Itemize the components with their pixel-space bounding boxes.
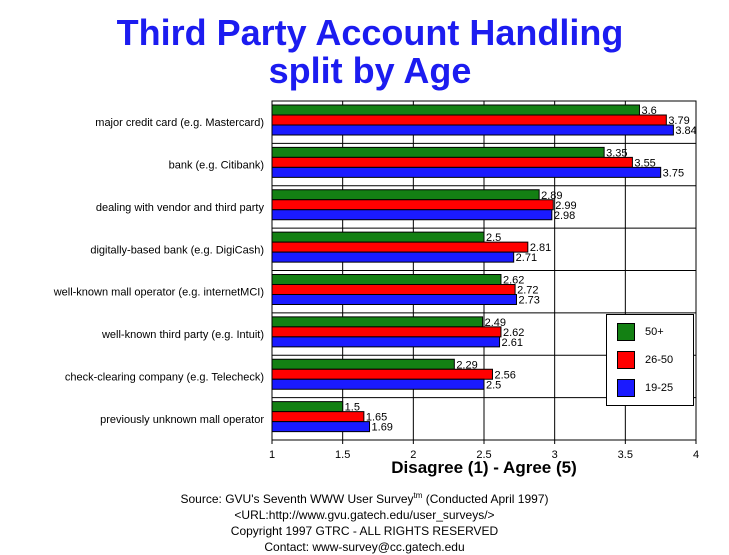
bar [271, 421, 371, 433]
data-label: 2.73 [519, 295, 540, 307]
data-label: 2.81 [530, 242, 551, 254]
data-label: 2.72 [517, 285, 538, 297]
bar [271, 274, 502, 285]
data-label: 2.56 [494, 369, 515, 381]
bar [271, 358, 455, 370]
category-label: well-known third party (e.g. Intuit) [101, 329, 264, 341]
x-tick-label: 3.5 [618, 449, 633, 461]
legend-swatch [617, 323, 635, 341]
x-axis-label: Disagree (1) - Agree (5) [391, 458, 577, 477]
bar [271, 251, 515, 263]
category-label: digitally-based bank (e.g. DigiCash) [90, 244, 264, 256]
x-tick-label: 4 [693, 449, 699, 461]
data-label: 2.71 [516, 252, 537, 264]
bar [271, 209, 553, 221]
data-label: 2.5 [486, 232, 501, 244]
legend-swatch [617, 379, 635, 397]
data-label: 2.62 [503, 275, 524, 287]
data-label: 3.6 [641, 105, 656, 117]
data-label: 2.98 [554, 210, 575, 222]
category-label: major credit card (e.g. Mastercard) [95, 117, 264, 129]
category-label: check-clearing company (e.g. Telecheck) [65, 371, 264, 383]
data-label: 1.65 [366, 412, 387, 424]
data-label: 2.49 [485, 317, 506, 329]
data-label: 2.61 [502, 337, 523, 349]
data-label: 2.29 [456, 359, 477, 371]
bar [271, 156, 633, 168]
x-tick-label: 2.5 [476, 449, 491, 461]
data-label: 3.75 [663, 167, 684, 179]
category-label: well-known mall operator (e.g. internetM… [53, 287, 264, 299]
bar [271, 104, 640, 116]
data-label: 1.5 [345, 402, 360, 414]
footer-url: <URL:http://www.gvu.gatech.edu/user_surv… [234, 508, 495, 522]
x-tick-label: 2 [410, 449, 416, 461]
x-tick-label: 1.5 [335, 449, 350, 461]
bar [271, 411, 365, 423]
chart-title-line1: Third Party Account Handling [116, 12, 624, 53]
footer-copyright: Copyright 1997 GTRC - ALL RIGHTS RESERVE… [230, 524, 499, 538]
category-label: previously unknown mall operator [100, 414, 264, 426]
bar [271, 189, 540, 201]
bar [271, 401, 344, 413]
bar [271, 241, 529, 253]
footer: Source: GVU's Seventh WWW User Surveytm … [0, 488, 729, 555]
data-label: 2.62 [503, 327, 524, 339]
bar [271, 368, 493, 380]
bar [271, 294, 518, 305]
data-label: 1.69 [372, 422, 393, 434]
bar [271, 199, 554, 211]
chart-title: Third Party Account Handling split by Ag… [0, 14, 729, 90]
legend-label: 26-50 [645, 354, 674, 366]
x-tick-label: 3 [552, 449, 558, 461]
x-tick-label: 1 [269, 449, 275, 461]
data-label: 2.89 [541, 190, 562, 202]
data-label: 3.35 [606, 147, 627, 159]
legend: 50+ 26-50 19-25 [606, 314, 694, 406]
data-label: 3.79 [668, 115, 689, 127]
data-label: 2.5 [486, 379, 501, 391]
chart-title-line2: split by Age [268, 50, 472, 91]
bar [271, 336, 501, 348]
bar [271, 231, 485, 243]
bar [271, 166, 662, 178]
legend-swatch [617, 351, 635, 369]
bar [271, 316, 484, 328]
category-label: bank (e.g. Citibank) [169, 160, 264, 172]
legend-label: 50+ [645, 326, 664, 338]
bar [271, 124, 674, 136]
category-label: dealing with vendor and third party [96, 202, 265, 214]
bar [271, 146, 605, 158]
bar [271, 326, 502, 338]
footer-contact: Contact: www-survey@cc.gatech.edu [264, 540, 465, 554]
data-label: 3.84 [675, 125, 696, 137]
bar [271, 114, 667, 126]
bar [271, 284, 516, 295]
data-label: 3.55 [634, 157, 655, 169]
bar [271, 378, 485, 390]
legend-label: 19-25 [645, 382, 674, 394]
data-label: 2.99 [555, 200, 576, 212]
footer-source: Source: GVU's Seventh WWW User Surveytm … [180, 491, 549, 506]
